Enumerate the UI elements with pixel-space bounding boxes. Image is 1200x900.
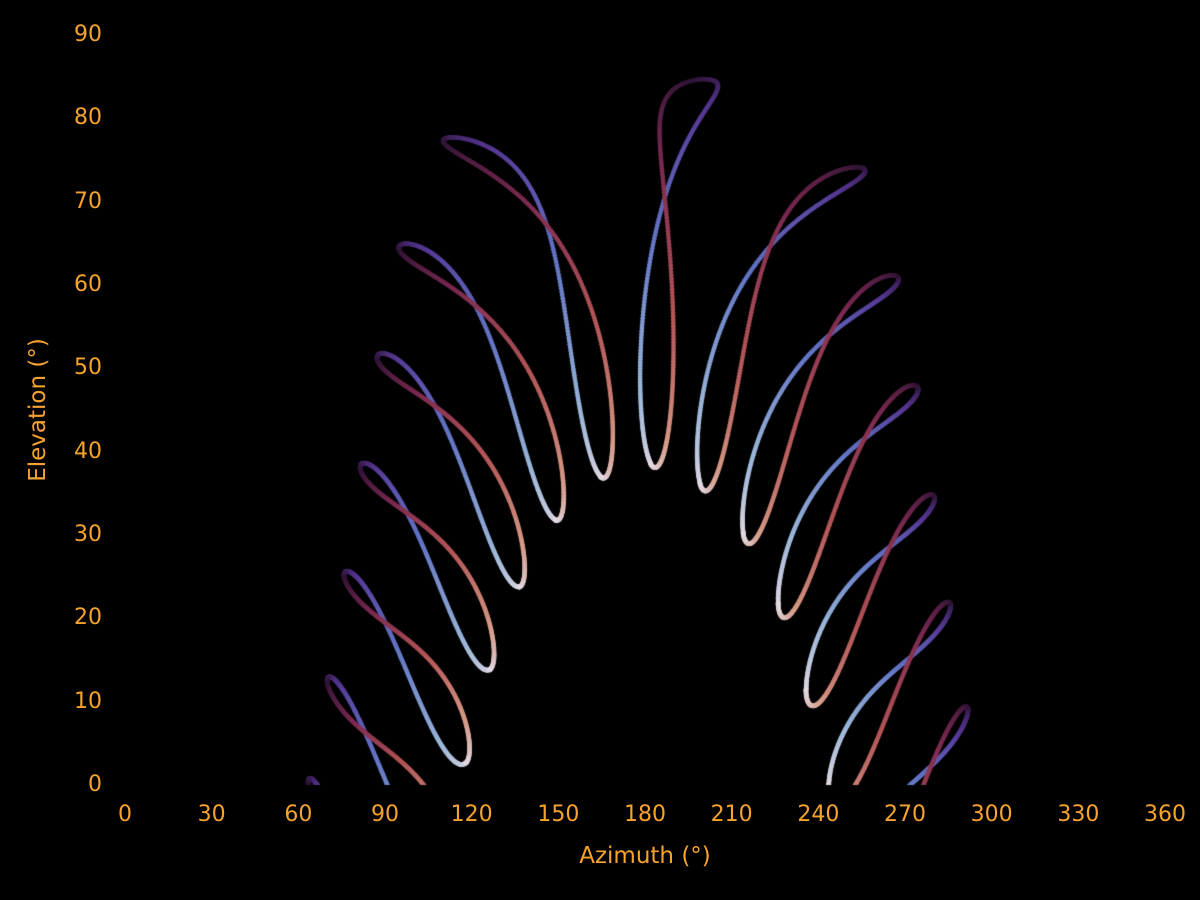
x-tick-label-30: 30 xyxy=(197,802,226,827)
y-tick-label-50: 50 xyxy=(74,355,102,381)
y-tick-label-30: 30 xyxy=(74,522,102,547)
x-tick-label-330: 330 xyxy=(1057,802,1100,827)
x-tick-label-60: 60 xyxy=(284,802,313,827)
x-tick-label-150: 150 xyxy=(537,802,580,827)
x-tick-label-0: 0 xyxy=(118,802,132,827)
x-tick-label-90: 90 xyxy=(371,802,399,827)
y-axis-title: Elevation (°) xyxy=(25,338,51,482)
x-tick-label-240: 240 xyxy=(797,802,840,827)
x-tick-label-270: 270 xyxy=(884,802,926,827)
y-tick-label-80: 80 xyxy=(74,105,102,131)
y-tick-label-90: 90 xyxy=(74,22,102,47)
x-tick-label-180: 180 xyxy=(624,802,666,827)
x-tick-label-120: 120 xyxy=(450,802,493,827)
y-tick-label-40: 40 xyxy=(74,438,102,464)
y-tick-label-20: 20 xyxy=(74,605,102,631)
x-tick-label-300: 300 xyxy=(970,802,1013,827)
y-tick-label-70: 70 xyxy=(74,188,102,214)
x-tick-label-360: 360 xyxy=(1144,802,1186,827)
x-axis-title: Azimuth (°) xyxy=(579,843,711,869)
y-tick-label-10: 10 xyxy=(74,688,102,714)
y-tick-label-0: 0 xyxy=(88,772,102,797)
y-tick-label-60: 60 xyxy=(74,272,102,297)
x-tick-label-210: 210 xyxy=(710,802,753,827)
